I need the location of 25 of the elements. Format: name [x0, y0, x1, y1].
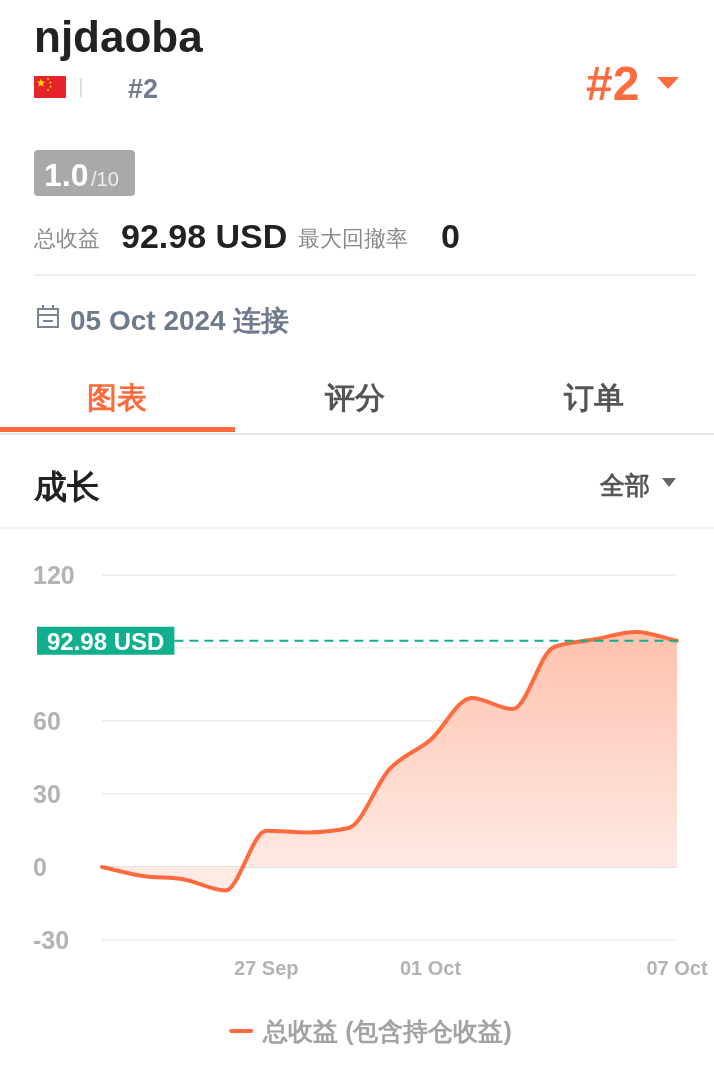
annotation: /10 [91, 168, 119, 190]
annotation: 订单 [564, 381, 624, 414]
annotation: 0 [441, 217, 460, 255]
annotation: 1.0 [44, 157, 89, 193]
annotation: 最大回撤率 [298, 226, 408, 251]
ref-label: 92.98 USD [47, 627, 165, 655]
y-tick-label: 60 [33, 707, 61, 735]
x-tick-label: 07 Oct [646, 957, 708, 979]
y-tick-label: 120 [33, 561, 75, 589]
annotation: 图表 [87, 381, 147, 414]
annotation: 总收益 [34, 226, 100, 251]
y-tick-label: 0 [33, 853, 47, 881]
annotation: 92.98 USD [121, 217, 288, 255]
annotation: 全部 [600, 471, 650, 499]
annotation: #2 [586, 57, 640, 110]
annotation: njdaoba [34, 12, 203, 61]
x-tick-label: 27 Sep [234, 957, 299, 979]
y-tick-label: -30 [33, 926, 70, 954]
annotation: 05 Oct 2024 连接 [70, 305, 290, 336]
annotation: #2 [128, 74, 159, 104]
title: 成长 [34, 468, 100, 505]
legend: 总收益 (包含持仓收益) [229, 1017, 512, 1045]
y-tick-label: 30 [33, 780, 61, 808]
annotation: 评分 [325, 381, 385, 414]
x-tick-label: 01 Oct [400, 957, 462, 979]
